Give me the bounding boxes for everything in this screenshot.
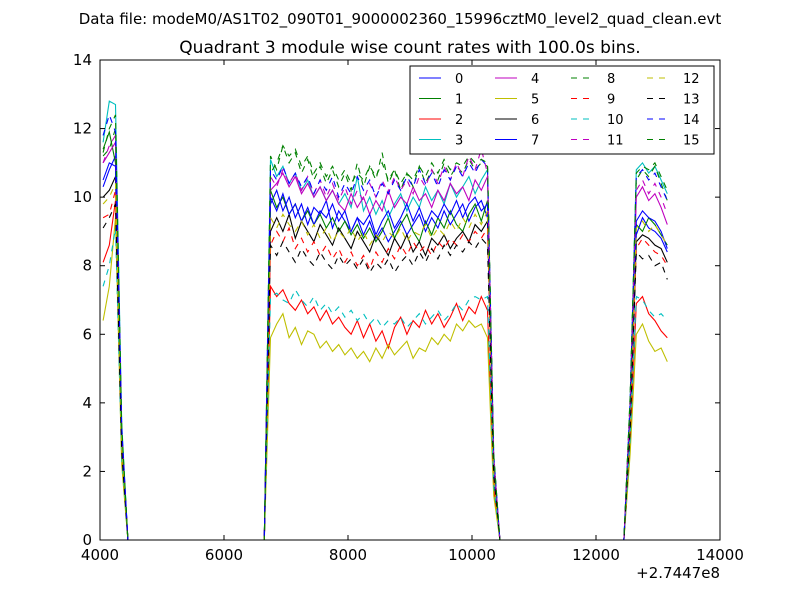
legend-label-7: 7	[531, 134, 539, 149]
y-tick-label: 0	[82, 531, 92, 549]
x-tick-label: 6000	[205, 546, 243, 564]
series-line-9	[102, 190, 668, 541]
y-tick-label: 6	[82, 325, 92, 343]
series-line-0	[102, 155, 668, 541]
series-line-11	[102, 133, 668, 541]
series-line-4	[102, 140, 668, 541]
x-tick-label: 12000	[572, 546, 620, 564]
y-tick-label: 8	[82, 257, 92, 275]
plot-frame	[99, 59, 721, 541]
legend-label-9: 9	[607, 93, 615, 108]
chart-suptitle: Data file: modeM0/AS1T02_090T01_90000023…	[79, 10, 722, 29]
legend-label-2: 2	[455, 113, 463, 128]
x-offset-label: +2.7447e8	[636, 564, 720, 582]
legend-label-12: 12	[683, 72, 700, 87]
series-line-12	[102, 183, 668, 541]
legend-label-1: 1	[455, 93, 463, 108]
legend-label-10: 10	[607, 113, 624, 128]
x-tick-label: 4000	[81, 546, 119, 564]
x-tick-label: 14000	[696, 546, 744, 564]
legend-label-3: 3	[455, 134, 463, 149]
series-line-10	[102, 227, 668, 541]
legend-label-13: 13	[683, 93, 700, 108]
legend-label-5: 5	[531, 93, 539, 108]
y-tick-label: 12	[73, 120, 92, 138]
series-line-15	[102, 114, 668, 541]
series-line-14	[102, 113, 668, 541]
series-line-1	[102, 129, 668, 541]
legend-label-11: 11	[607, 134, 624, 149]
x-tick-label: 10000	[448, 546, 496, 564]
legend-label-8: 8	[607, 72, 615, 87]
series-line-8	[102, 128, 668, 541]
chart-title: Quadrant 3 module wise count rates with …	[179, 38, 640, 58]
y-tick-label: 4	[82, 394, 92, 412]
legend-label-4: 4	[531, 72, 539, 87]
legend-label-15: 15	[683, 134, 700, 149]
x-tick-label: 8000	[329, 546, 367, 564]
legend-label-6: 6	[531, 113, 539, 128]
y-tick-label: 14	[73, 51, 92, 69]
series-line-6	[102, 176, 668, 541]
series-line-2	[102, 200, 668, 541]
series-line-13	[102, 203, 668, 541]
legend-label-0: 0	[455, 72, 463, 87]
y-tick-label: 10	[73, 188, 92, 206]
legend-label-14: 14	[683, 113, 700, 128]
series-line-5	[102, 217, 668, 541]
series-layer	[102, 100, 668, 541]
y-tick-label: 2	[82, 462, 92, 480]
